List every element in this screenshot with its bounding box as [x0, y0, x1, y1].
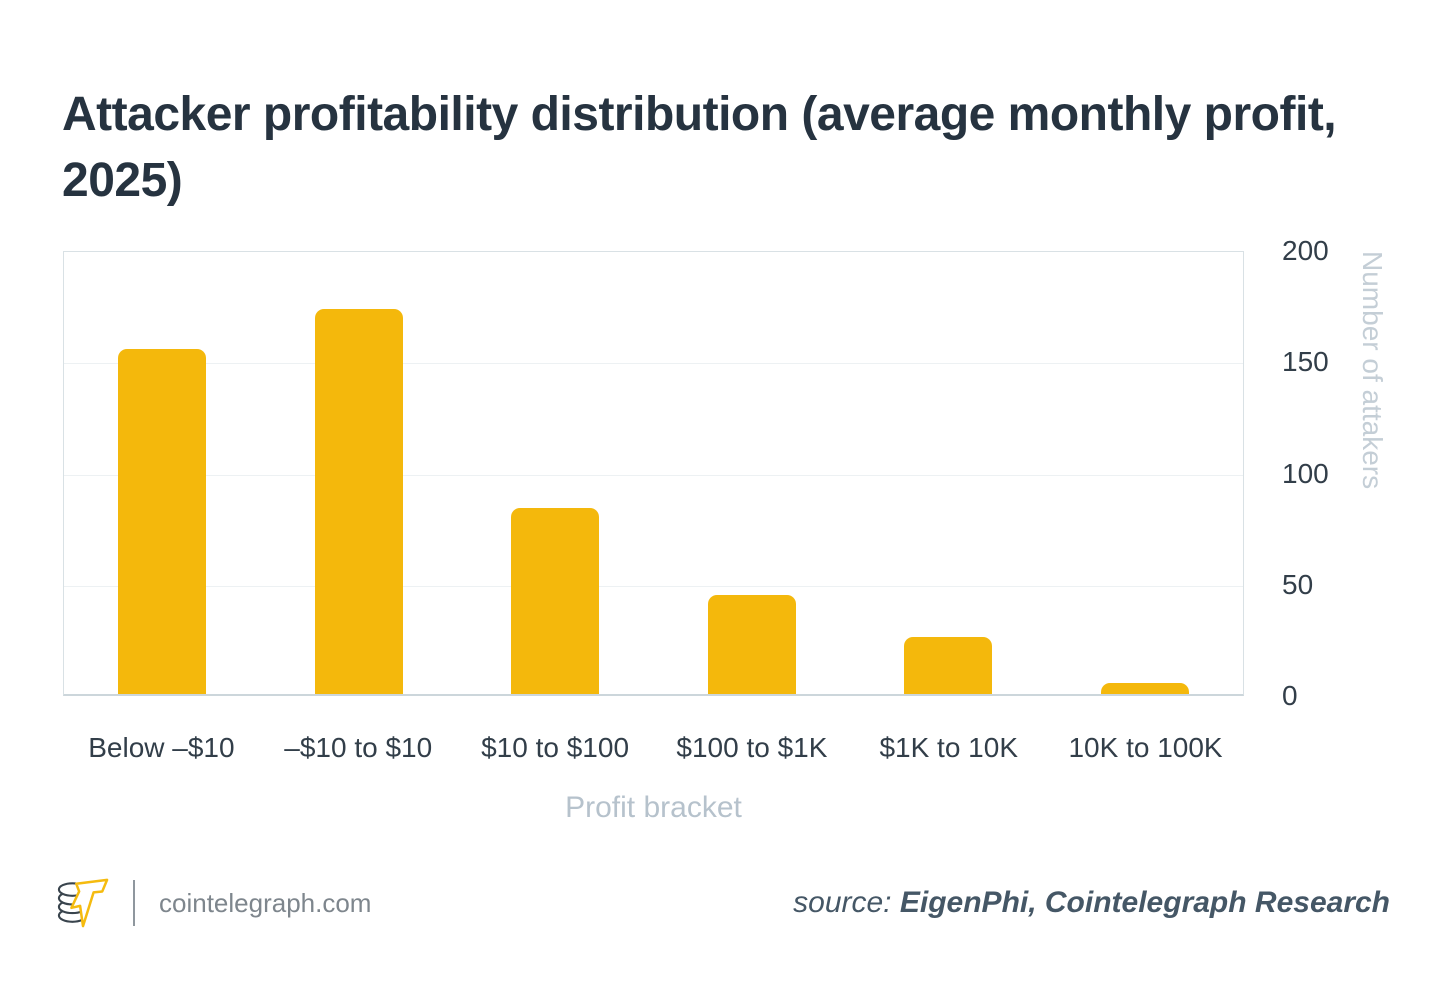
y-tick-label: 150 [1282, 346, 1329, 378]
source-value: EigenPhi, Cointelegraph Research [899, 886, 1390, 919]
bar-cell [457, 252, 654, 694]
x-axis-title: Profit bracket [565, 791, 742, 824]
bar [511, 508, 600, 694]
bar-cell [850, 252, 1047, 694]
x-tick-label: –$10 to $10 [284, 732, 433, 763]
cointelegraph-logo-icon [57, 878, 109, 928]
footer-branding: cointelegraph.com [57, 873, 371, 933]
bar [904, 636, 993, 694]
x-tick-label: $1K to 10K [879, 732, 1018, 763]
bar-series [64, 252, 1243, 694]
lightning-bolt-icon [70, 878, 109, 928]
bar-cell [64, 252, 261, 694]
x-tick-label: $100 to $1K [676, 732, 828, 763]
bar [314, 309, 403, 694]
bar-cell [261, 252, 458, 694]
y-tick-label: 100 [1282, 457, 1329, 489]
chart-title: Attacker profitability distribution (ave… [62, 88, 1337, 208]
source-attribution: source: EigenPhi, Cointelegraph Research [793, 886, 1390, 920]
bar [1100, 682, 1189, 694]
gridline [64, 585, 1243, 587]
x-tick-label: $10 to $100 [481, 732, 630, 763]
source-label: source: [793, 886, 892, 919]
y-tick-label: 0 [1282, 680, 1298, 711]
bar [118, 349, 207, 694]
y-tick-label: 50 [1282, 568, 1314, 600]
x-tick-label: Below –$10 [88, 732, 235, 763]
gridline [64, 474, 1243, 476]
plot-area [63, 251, 1244, 696]
y-axis-title: Number of attakers [1357, 251, 1388, 490]
y-tick-label: 200 [1282, 235, 1329, 266]
x-axis-tick-labels: Below –$10 –$10 to $10 $10 to $100 $100 to … [63, 732, 1244, 764]
gridline [64, 363, 1243, 365]
x-tick-label: 10K to 100K [1068, 732, 1223, 763]
footer-divider [133, 880, 135, 926]
footer-site-text[interactable]: cointelegraph.com [159, 887, 372, 918]
bar [707, 594, 796, 694]
bar-cell [654, 252, 851, 694]
bar-cell [1047, 252, 1244, 694]
